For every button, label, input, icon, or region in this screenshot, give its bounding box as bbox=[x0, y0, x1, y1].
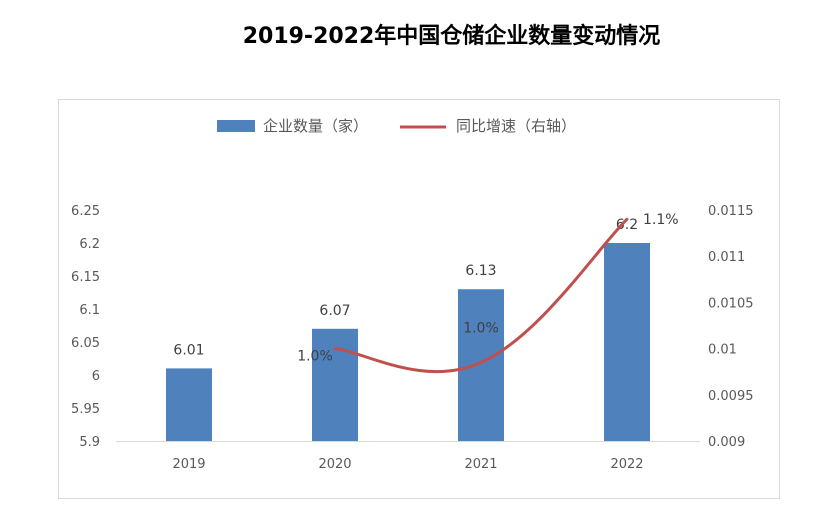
y-right-tick-label: 0.011 bbox=[708, 250, 745, 265]
growth-rate-line bbox=[333, 217, 629, 374]
bar bbox=[458, 289, 504, 441]
x-tick-label: 2022 bbox=[610, 457, 643, 472]
bar-data-label: 6.2 bbox=[616, 217, 638, 233]
y-left-tick-label: 6.15 bbox=[71, 270, 100, 285]
bar-data-label: 6.07 bbox=[319, 303, 350, 319]
y-left-tick-label: 6 bbox=[92, 369, 100, 384]
chart-frame bbox=[58, 99, 780, 499]
legend-label-line: 同比增速（右轴） bbox=[456, 117, 576, 135]
y-right-tick-label: 0.0115 bbox=[708, 204, 754, 219]
x-tick-label: 2019 bbox=[172, 457, 205, 472]
bar bbox=[166, 368, 212, 441]
legend-swatch-bar bbox=[217, 120, 255, 132]
line-data-label: 1.1% bbox=[643, 212, 679, 228]
line-data-label: 1.0% bbox=[297, 349, 333, 365]
bar bbox=[604, 243, 650, 441]
y-right-tick-label: 0.0105 bbox=[708, 296, 754, 311]
chart-title: 2019-2022年中国仓储企业数量变动情况 bbox=[242, 24, 661, 49]
y-right-tick-label: 0.009 bbox=[708, 435, 745, 450]
bar bbox=[312, 328, 358, 441]
y-right-tick-label: 0.01 bbox=[708, 343, 737, 358]
line-data-label: 1.0% bbox=[463, 320, 499, 336]
y-left-tick-label: 6.1 bbox=[79, 303, 100, 318]
y-right-tick-label: 0.0095 bbox=[708, 389, 754, 404]
y-left-tick-label: 6.25 bbox=[71, 204, 100, 219]
y-left-tick-label: 6.05 bbox=[71, 336, 100, 351]
y-left-tick-label: 5.95 bbox=[71, 402, 100, 417]
bar-data-label: 6.01 bbox=[173, 342, 204, 358]
x-tick-label: 2020 bbox=[318, 457, 351, 472]
bar-data-label: 6.13 bbox=[465, 263, 496, 279]
x-tick-label: 2021 bbox=[464, 457, 497, 472]
y-left-tick-label: 6.2 bbox=[79, 237, 100, 252]
legend-label-bar: 企业数量（家） bbox=[263, 117, 368, 135]
y-left-tick-label: 5.9 bbox=[79, 435, 100, 450]
